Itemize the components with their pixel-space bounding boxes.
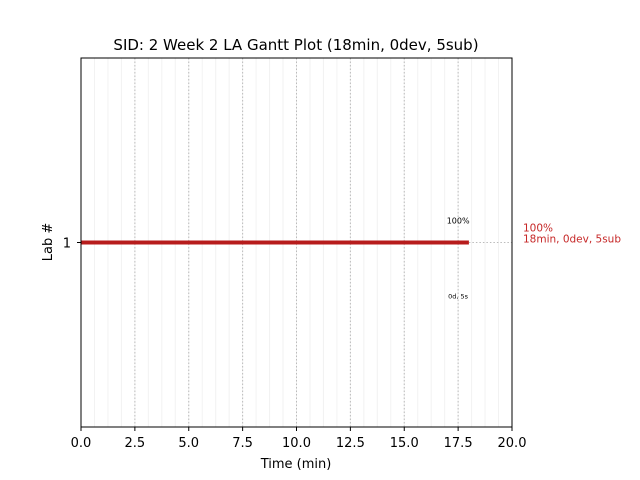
x-tick-label: 20.0 xyxy=(498,436,527,451)
x-tick-label: 12.5 xyxy=(336,436,365,451)
bar-detail-label: 0d, 5s xyxy=(448,293,469,301)
y-tick-label: 1 xyxy=(63,237,71,252)
right-label-percent: 100% xyxy=(523,223,553,235)
x-tick-label: 15.0 xyxy=(390,436,419,451)
x-tick-label: 10.0 xyxy=(282,436,311,451)
x-tick-label: 5.0 xyxy=(178,436,199,451)
y-axis-label: Lab # xyxy=(41,223,56,262)
right-label-summary: 18min, 0dev, 5sub xyxy=(523,234,621,246)
x-tick-label: 7.5 xyxy=(232,436,253,451)
x-tick-label: 0.0 xyxy=(71,436,92,451)
x-ticks: 0.0 2.5 5.0 7.5 10.0 12.5 15.0 17.5 20.0 xyxy=(71,427,527,451)
bar-percent-label: 100% xyxy=(447,217,470,226)
x-tick-label: 17.5 xyxy=(444,436,473,451)
gantt-bar xyxy=(81,240,469,245)
x-tick-label: 2.5 xyxy=(125,436,146,451)
chart-title: SID: 2 Week 2 LA Gantt Plot (18min, 0dev… xyxy=(113,36,478,54)
x-axis-label: Time (min) xyxy=(260,457,332,472)
